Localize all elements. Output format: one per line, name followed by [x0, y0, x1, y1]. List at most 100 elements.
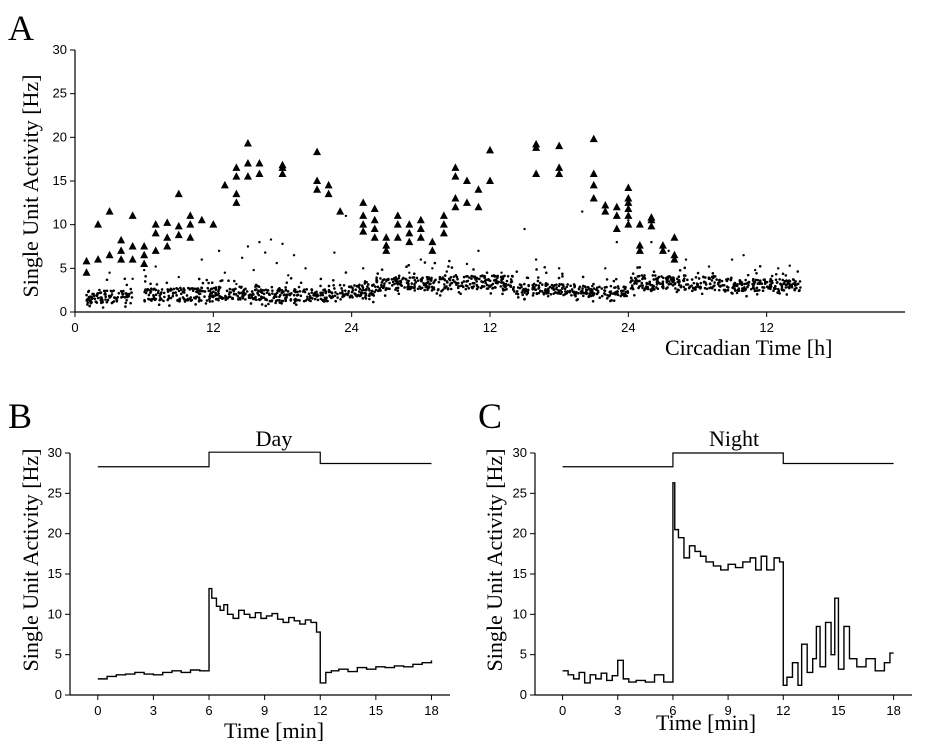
data-dot: [313, 291, 317, 295]
data-triangle: [474, 202, 483, 211]
data-dot: [382, 286, 385, 289]
data-dot: [271, 289, 274, 292]
data-dot: [115, 298, 119, 302]
data-dot: [684, 258, 688, 261]
data-dot: [172, 287, 176, 291]
data-dot: [252, 268, 255, 272]
data-dot: [686, 278, 689, 282]
data-dot: [217, 292, 220, 295]
data-dot: [447, 265, 450, 268]
data-dot: [264, 288, 268, 292]
data-dot: [333, 294, 337, 298]
data-dot: [104, 298, 107, 301]
data-dot: [212, 290, 215, 293]
data-dot: [692, 281, 696, 285]
data-dot: [199, 299, 203, 302]
data-dot: [379, 289, 382, 292]
data-dot: [197, 277, 201, 281]
data-triangle: [589, 180, 598, 189]
data-dot: [787, 286, 791, 290]
data-dot: [104, 295, 107, 299]
data-dot: [310, 288, 314, 292]
data-dot: [708, 282, 712, 285]
data-dot: [616, 285, 620, 288]
data-dot: [158, 294, 162, 297]
data-dot: [330, 291, 334, 295]
data-dot: [790, 285, 794, 289]
data-dot: [779, 282, 782, 286]
data-dot: [105, 300, 109, 304]
data-triangle: [555, 169, 564, 178]
data-dot: [708, 286, 711, 290]
data-dot: [214, 291, 217, 295]
data-dot: [643, 287, 647, 290]
data-dot: [347, 290, 351, 293]
x-axis-label-a: Circadian Time [h]: [665, 335, 832, 360]
data-dot: [172, 291, 175, 295]
data-dot: [731, 286, 734, 290]
data-dot: [361, 267, 365, 270]
data-dot: [375, 279, 378, 283]
data-dot: [769, 283, 773, 286]
data-triangle: [117, 255, 126, 263]
data-dot: [711, 272, 715, 275]
data-triangle: [382, 246, 391, 254]
data-dot: [652, 270, 656, 274]
data-dot: [299, 294, 303, 298]
data-triangle: [451, 202, 460, 211]
axes-b: 0 5 10 15 20 25 30 0 3 6 9 12 15 18: [48, 445, 450, 718]
data-dot: [755, 292, 759, 296]
activity-trace-b: [97, 587, 433, 684]
data-dot: [207, 289, 211, 293]
data-dot: [557, 276, 561, 280]
series-triangles-a: [82, 134, 679, 276]
data-dot: [595, 292, 599, 296]
data-dot: [204, 302, 208, 305]
data-dot: [294, 290, 297, 294]
data-dot: [665, 280, 669, 284]
data-dot: [390, 278, 394, 281]
data-dot: [464, 287, 468, 291]
data-dot: [491, 287, 494, 290]
data-dot: [90, 297, 94, 301]
data-dot: [384, 286, 388, 290]
data-dot: [351, 296, 354, 299]
data-dot: [675, 277, 679, 281]
data-dot: [129, 301, 132, 305]
data-dot: [467, 286, 471, 290]
data-dot: [569, 284, 572, 288]
x-tick-label-b: 6: [205, 703, 212, 718]
data-dot: [371, 292, 375, 296]
data-dot: [454, 281, 458, 285]
data-dot: [241, 292, 245, 296]
data-dot: [730, 258, 734, 261]
data-dot: [520, 291, 524, 294]
data-dot: [501, 292, 504, 296]
data-dot: [544, 271, 548, 275]
data-dot: [327, 284, 331, 288]
data-dot: [112, 300, 116, 303]
data-dot: [702, 281, 706, 284]
data-dot: [427, 286, 430, 290]
data-dot: [693, 288, 696, 291]
data-dot: [423, 288, 426, 292]
data-dot: [148, 288, 152, 292]
data-dot: [290, 292, 293, 295]
data-dot: [380, 283, 383, 287]
data-dot: [773, 287, 777, 291]
data-dot: [150, 299, 153, 302]
data-dot: [234, 293, 238, 296]
data-dot: [581, 287, 584, 290]
data-dot: [430, 289, 434, 292]
data-dot: [147, 297, 150, 301]
data-dot: [262, 296, 266, 299]
y-tick-label-c: 25: [513, 485, 527, 500]
data-dot: [596, 286, 599, 289]
series-trace-b: [97, 587, 433, 684]
data-dot: [395, 278, 399, 281]
data-dot: [241, 295, 244, 298]
data-dot: [155, 283, 159, 286]
data-dot: [152, 288, 155, 291]
data-dot: [278, 298, 281, 302]
data-dot: [713, 288, 717, 292]
